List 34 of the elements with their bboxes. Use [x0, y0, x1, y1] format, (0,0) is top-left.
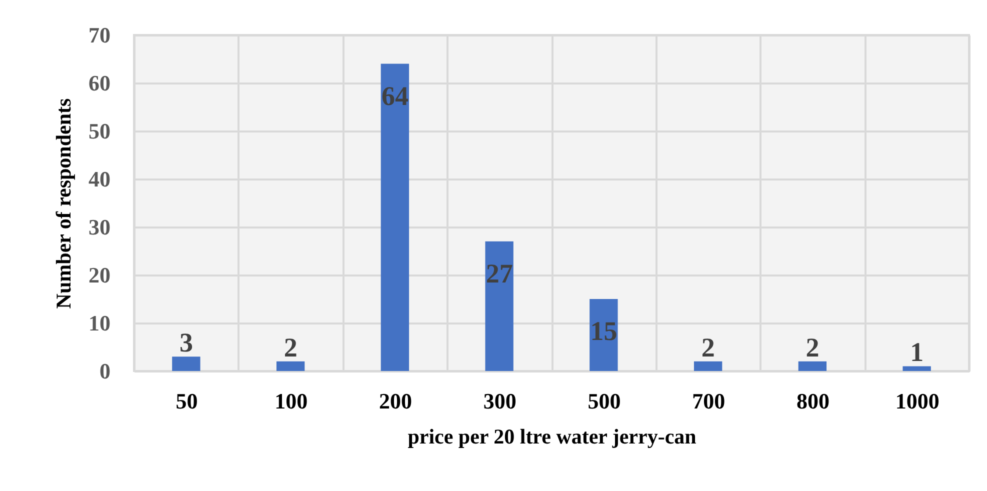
data-label: 2 [701, 332, 715, 362]
y-tick-label: 10 [88, 310, 110, 336]
x-tick-label: 200 [378, 388, 412, 414]
x-tick-label: 100 [274, 388, 308, 414]
bar [172, 356, 200, 371]
x-tick-label: 1000 [895, 388, 940, 414]
bar [380, 64, 410, 371]
data-label: 3 [179, 328, 193, 358]
x-tick-label: 300 [483, 388, 516, 414]
y-tick-label: 60 [88, 70, 110, 96]
data-label: 64 [381, 80, 408, 111]
data-label: 15 [590, 316, 618, 346]
y-tick-label: 40 [88, 166, 110, 192]
data-label: 27 [486, 258, 513, 288]
x-tick-label: 800 [796, 388, 830, 414]
y-axis-title: Number of respondents [52, 98, 76, 309]
bar [276, 361, 305, 371]
x-tick-label: 500 [588, 388, 621, 414]
bar [485, 241, 514, 371]
data-label: 2 [806, 332, 820, 362]
y-tick-label: 70 [88, 22, 110, 48]
bar [798, 361, 827, 371]
y-tick-label: 0 [100, 358, 110, 384]
data-label: 1 [910, 337, 924, 368]
data-label: 2 [284, 332, 298, 362]
y-tick-label: 30 [88, 214, 110, 240]
y-tick-label: 50 [88, 118, 110, 144]
x-tick-label: 50 [176, 388, 198, 414]
y-tick-label: 20 [88, 262, 110, 288]
x-tick-label: 700 [692, 388, 726, 414]
bar [694, 361, 722, 371]
bar [902, 366, 931, 371]
x-axis-title: price per 20 ltre water jerry-can [408, 424, 697, 448]
bar [590, 299, 618, 371]
